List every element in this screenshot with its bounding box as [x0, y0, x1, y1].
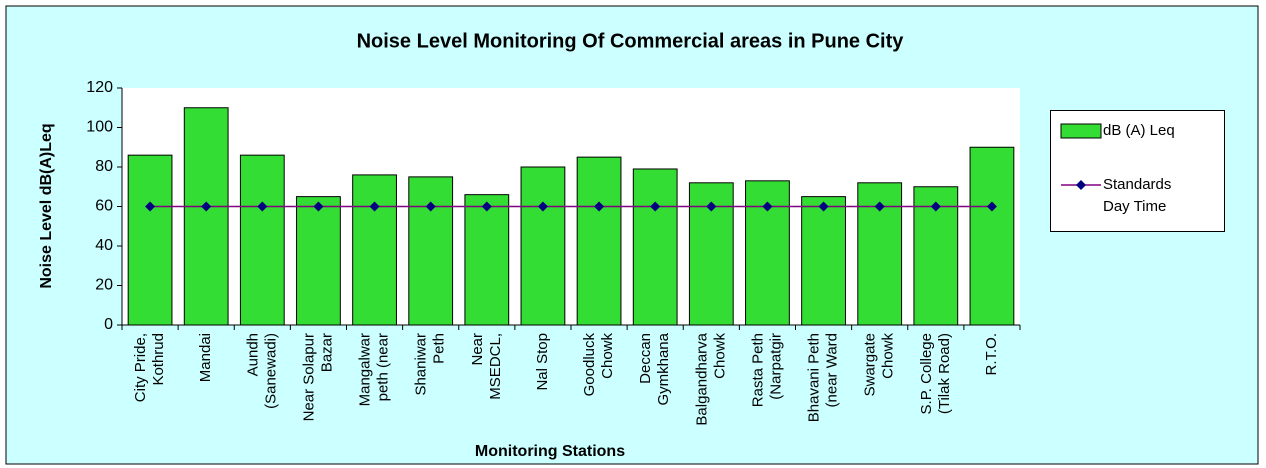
x-tick-label: Rasta Peth: [749, 333, 766, 407]
marker: [201, 201, 212, 212]
x-tick-label: Chowk: [880, 333, 897, 379]
marker: [594, 201, 605, 212]
y-tick-label: 60: [95, 198, 113, 215]
marker: [818, 201, 829, 212]
bar: [969, 146, 1015, 326]
y-tick-label: 100: [86, 119, 113, 136]
bar: [352, 174, 397, 326]
x-tick-label: Gymkhana: [655, 332, 672, 405]
x-tick-label: S.P. College: [918, 333, 935, 414]
legend-label: dB (A) Leq: [1103, 122, 1175, 139]
x-tick-label: Balgandharva: [693, 332, 710, 425]
x-tick-label: Mandai: [197, 333, 214, 382]
bar: [183, 107, 229, 326]
marker: [425, 201, 436, 212]
y-tick-label: 0: [104, 316, 113, 333]
bar: [520, 166, 566, 326]
legend: dB (A) Leq Standards Day Time: [1050, 110, 1225, 232]
y-axis-label: Noise Level dB(A)Leq: [38, 123, 55, 288]
legend-swatch: [1060, 123, 1102, 139]
chart-title: Noise Level Monitoring Of Commercial are…: [357, 30, 905, 52]
marker: [874, 201, 885, 212]
legend-marker: [1076, 180, 1086, 190]
x-tick-label: Bazar: [318, 333, 335, 372]
y-tick-label: 20: [95, 277, 113, 294]
x-tick-label: Shaniwar: [413, 333, 430, 396]
bar: [801, 196, 846, 326]
legend-symbol: [1060, 123, 1102, 139]
x-tick-label: Goodluck: [581, 333, 598, 397]
x-tick-label: Deccan: [637, 333, 654, 384]
x-tick-label: Peth: [431, 333, 448, 364]
x-tick-label: Bhavani Peth: [806, 333, 823, 422]
x-tick-label: Chowk: [711, 333, 728, 379]
x-tick-label: Chowk: [599, 333, 616, 379]
marker: [706, 201, 717, 212]
x-tick-label: City Pride,: [132, 333, 149, 402]
y-tick-label: 40: [95, 237, 113, 254]
marker: [650, 201, 661, 212]
marker: [145, 201, 156, 212]
x-tick-label: (Tilak Road): [936, 333, 953, 414]
bar: [239, 154, 285, 326]
x-tick-label: Aundh: [244, 333, 261, 376]
x-axis-label: Monitoring Stations: [475, 443, 625, 460]
bar: [296, 196, 341, 326]
x-tick-label: (Sanewadi): [262, 333, 279, 409]
bar: [464, 194, 510, 326]
bar: [632, 168, 678, 326]
x-tick-label: Near: [469, 333, 486, 366]
legend-label: Standards Day Time: [1103, 176, 1172, 215]
bar: [408, 176, 454, 326]
x-tick-label: R.T.O.: [983, 333, 1000, 376]
marker: [369, 201, 380, 212]
marker: [986, 201, 997, 212]
x-tick-label: Swargate: [862, 333, 879, 396]
x-tick-label: Kothrud: [150, 333, 167, 386]
bar: [576, 156, 622, 326]
marker: [257, 201, 268, 212]
x-tick-label: MSEDCL,: [487, 333, 504, 400]
bar: [127, 154, 173, 326]
x-tick-label: (near Ward: [824, 333, 841, 407]
x-tick-label: peth (near: [375, 333, 392, 401]
x-tick-label: (Narpatgir: [767, 333, 784, 400]
legend-symbol: [1061, 180, 1101, 190]
marker: [537, 201, 548, 212]
x-tick-label: Near Solapur: [300, 333, 317, 421]
y-tick-label: 120: [86, 79, 113, 96]
x-tick-label: Nal Stop: [534, 333, 551, 391]
x-tick-label: Mangalwar: [357, 333, 374, 406]
marker: [481, 201, 492, 212]
y-tick-label: 80: [95, 158, 113, 175]
marker: [762, 201, 773, 212]
marker: [313, 201, 324, 212]
marker: [930, 201, 941, 212]
